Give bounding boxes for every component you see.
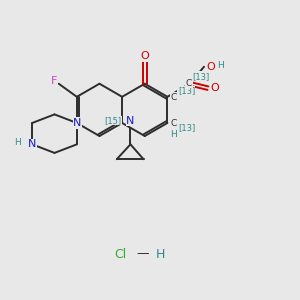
Text: [13]: [13] [178,123,195,132]
Text: H: H [217,61,224,70]
Text: H: H [156,248,165,260]
Text: F: F [51,76,57,86]
Text: [15]: [15] [104,116,122,125]
Text: O: O [140,51,149,62]
Text: C: C [170,119,177,128]
Text: O: O [206,62,215,72]
Text: C: C [186,79,192,88]
Text: Cl: Cl [114,248,126,260]
Text: C: C [170,93,177,102]
Text: [13]: [13] [192,72,210,81]
Text: —: — [136,248,149,260]
Text: H: H [14,138,21,147]
Text: O: O [210,83,219,93]
Text: [13]: [13] [178,86,195,95]
Text: H: H [170,130,177,139]
Text: N: N [28,140,36,149]
Text: N: N [126,116,135,126]
Text: N: N [73,118,82,128]
